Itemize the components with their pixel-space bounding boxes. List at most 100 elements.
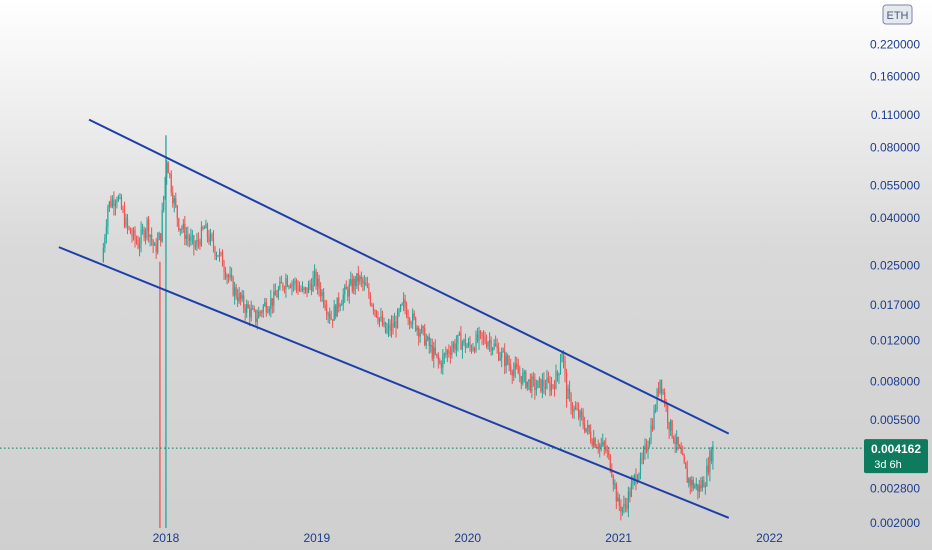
- candle-body: [481, 332, 483, 337]
- candle-body: [258, 311, 260, 319]
- candle-body: [709, 450, 711, 473]
- candle-body: [338, 297, 340, 307]
- candle-body: [579, 411, 581, 418]
- candle-body: [173, 198, 175, 204]
- candle-body: [369, 295, 372, 305]
- candle-body: [670, 420, 672, 431]
- candle-countdown: 3d 6h: [874, 459, 902, 471]
- last-price-badge: [864, 439, 928, 474]
- candle-body: [508, 363, 510, 366]
- candle-body: [214, 247, 216, 256]
- candle-body: [345, 286, 347, 290]
- candle-body: [543, 379, 545, 387]
- candle-body: [419, 332, 421, 337]
- candle-body: [372, 305, 375, 311]
- candle-body: [623, 504, 625, 508]
- candle-body: [255, 309, 257, 322]
- candle-body: [691, 479, 693, 486]
- candle-body: [697, 484, 699, 492]
- candle-body: [199, 241, 201, 246]
- candle-body: [629, 491, 631, 497]
- candle-body: [123, 209, 126, 227]
- candle-body: [261, 311, 263, 313]
- candlestick-series: [102, 135, 714, 528]
- channel-upper-line[interactable]: [88, 118, 730, 435]
- candle-body: [288, 286, 290, 288]
- candle-body: [291, 283, 293, 288]
- candle-body: [395, 321, 397, 329]
- candle-body: [393, 321, 396, 328]
- candle-body: [547, 378, 550, 382]
- candle-body: [671, 420, 673, 438]
- y-tick-label: 0.002800: [870, 482, 920, 496]
- candle-body: [692, 479, 694, 489]
- candle-body: [193, 235, 195, 247]
- candle-body: [154, 244, 156, 246]
- x-axis: 2018 2019 2020 2021 2022: [153, 531, 784, 545]
- candle-body: [556, 371, 559, 377]
- candle-body: [152, 240, 154, 246]
- candle-body: [277, 289, 279, 298]
- candle-body: [469, 342, 471, 347]
- candle-body: [155, 244, 157, 253]
- candle-body: [194, 246, 196, 248]
- candle-body: [116, 200, 118, 204]
- candle-body: [602, 442, 604, 445]
- candle-body: [166, 162, 168, 178]
- candle-body: [463, 339, 465, 343]
- candle-body: [519, 373, 521, 377]
- candle-body: [178, 218, 180, 231]
- candle-body: [431, 345, 433, 359]
- candle-body: [510, 365, 512, 372]
- candle-body: [706, 465, 708, 487]
- candle-body: [466, 345, 468, 348]
- candle-body: [271, 298, 273, 306]
- candle-body: [232, 277, 234, 296]
- candle-body: [267, 311, 269, 313]
- candle-body: [421, 326, 423, 333]
- candle-body: [158, 233, 160, 240]
- candle-body: [326, 308, 328, 315]
- candle-body: [614, 483, 616, 485]
- candle-body: [674, 441, 676, 444]
- candle-body: [517, 367, 519, 374]
- candle-body: [368, 287, 370, 296]
- candle-body: [606, 450, 608, 452]
- candle-body: [446, 350, 448, 355]
- candle-body: [347, 289, 349, 297]
- candle-body: [683, 455, 685, 463]
- x-tick-label: 2018: [153, 531, 180, 545]
- candle-body: [320, 289, 322, 297]
- candle-body: [300, 289, 302, 291]
- last-price-value: 0.004162: [871, 442, 921, 456]
- candle-body: [555, 371, 557, 389]
- candle-body: [197, 240, 200, 242]
- candle-body: [315, 271, 317, 287]
- candle-body: [273, 291, 275, 306]
- candle-body: [179, 228, 181, 231]
- candle-body: [412, 313, 414, 325]
- trendlines: [58, 118, 730, 519]
- candle-body: [603, 442, 605, 447]
- candle-body: [371, 304, 373, 306]
- candle-body: [490, 340, 492, 351]
- candle-body: [270, 298, 272, 309]
- candle-body: [424, 327, 426, 346]
- candle-body: [609, 455, 611, 472]
- candle-body: [280, 281, 282, 284]
- y-tick-label: 0.220000: [870, 37, 920, 51]
- candle-body: [122, 208, 124, 210]
- candle-body: [442, 355, 444, 368]
- candle-body: [532, 376, 534, 379]
- candle-body: [274, 291, 276, 296]
- channel-lower-line[interactable]: [58, 246, 730, 519]
- candle-body: [529, 379, 531, 392]
- candle-body: [312, 277, 314, 292]
- candle-body: [520, 376, 522, 384]
- candle-body: [439, 360, 441, 364]
- candle-body: [253, 308, 255, 310]
- candle-body: [667, 405, 669, 423]
- candle-body: [664, 392, 666, 405]
- candle-body: [224, 271, 227, 278]
